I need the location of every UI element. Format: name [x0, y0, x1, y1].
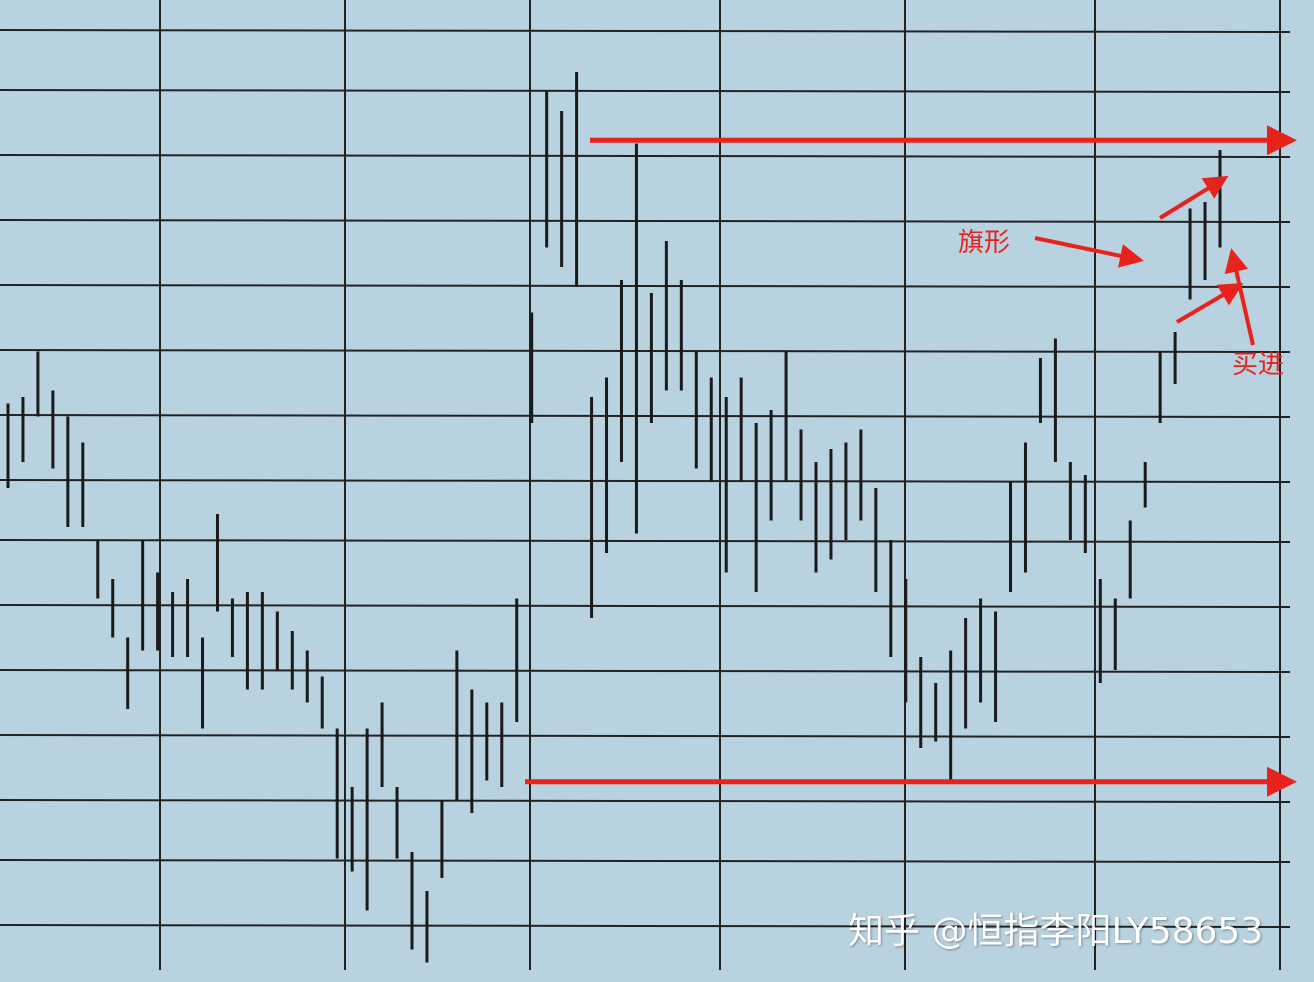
buy-label: 买进 — [1232, 350, 1285, 380]
buy-pointer-arrow — [1224, 248, 1255, 346]
grid-line-horizontal — [0, 539, 1291, 543]
grid-line-horizontal — [0, 799, 1291, 803]
grid-line-horizontal — [0, 669, 1291, 673]
grid-line-horizontal — [0, 219, 1291, 223]
price-bars — [6, 72, 1222, 963]
grid-line-horizontal — [0, 284, 1291, 288]
watermark: 知乎 @恒指李阳LY58653 — [848, 911, 1264, 952]
flag-upper-arrow — [1158, 175, 1229, 220]
flag-label: 旗形 — [958, 228, 1011, 258]
grid-line-horizontal — [0, 414, 1291, 418]
grid-line-horizontal — [0, 349, 1291, 353]
grid-line-horizontal — [0, 29, 1291, 33]
annotations — [525, 125, 1297, 797]
grid-line-horizontal — [0, 734, 1291, 738]
grid-line-horizontal — [0, 604, 1291, 608]
flag-pointer-arrow — [1034, 236, 1144, 268]
grid-line-horizontal — [0, 154, 1291, 158]
grid-line-horizontal — [0, 859, 1291, 863]
grid-line-horizontal — [0, 924, 1291, 928]
grid-line-horizontal — [0, 479, 1291, 483]
grid-line-horizontal — [0, 89, 1291, 93]
flag-lower-arrow — [1175, 282, 1244, 324]
grid — [0, 0, 1291, 970]
